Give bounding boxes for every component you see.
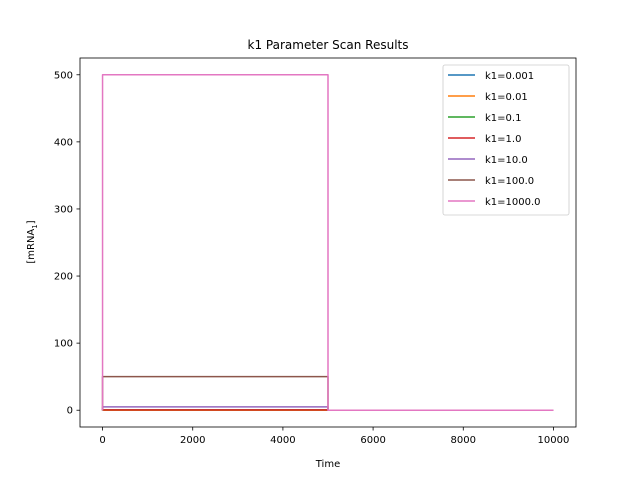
y-tick-label-4: 400 bbox=[54, 137, 73, 148]
x-tick-label-3: 6000 bbox=[360, 435, 385, 446]
y-tick-label-5: 500 bbox=[54, 70, 73, 81]
legend-label-0: k1=0.001 bbox=[485, 71, 534, 82]
y-axis-label-close: ] bbox=[26, 220, 37, 224]
y-axis: 0 100 200 300 400 500 bbox=[54, 70, 80, 417]
legend-label-3: k1=1.0 bbox=[485, 134, 521, 145]
chart-title: k1 Parameter Scan Results bbox=[248, 38, 409, 52]
legend-box bbox=[442, 64, 570, 216]
y-axis-label-subscript: 1 bbox=[31, 224, 39, 228]
legend-label-5: k1=100.0 bbox=[485, 176, 534, 187]
x-axis-label: Time bbox=[315, 459, 340, 470]
x-tick-label-5: 10000 bbox=[538, 435, 570, 446]
x-tick-label-1: 2000 bbox=[180, 435, 205, 446]
x-tick-label-0: 0 bbox=[99, 435, 105, 446]
series-line-6 bbox=[101, 74, 554, 411]
series-layer bbox=[101, 74, 554, 411]
x-axis: 0 2000 4000 6000 8000 10000 bbox=[99, 427, 569, 446]
y-axis-label-main: [mRNA bbox=[26, 229, 37, 264]
legend-label-1: k1=0.01 bbox=[485, 92, 528, 103]
y-axis-label: [mRNA1] bbox=[26, 220, 39, 263]
axes-frame bbox=[79, 57, 577, 428]
y-tick-label-0: 0 bbox=[67, 406, 73, 417]
y-tick-label-3: 300 bbox=[54, 204, 73, 215]
x-tick-label-4: 8000 bbox=[451, 435, 476, 446]
legend-label-4: k1=10.0 bbox=[485, 155, 528, 166]
legend-label-2: k1=0.1 bbox=[485, 113, 521, 124]
y-tick-label-1: 100 bbox=[54, 339, 73, 350]
legend: k1=0.001 k1=0.01 k1=0.1 k1=1.0 k1=10.0 k1=100… bbox=[442, 64, 570, 216]
x-tick-label-2: 4000 bbox=[270, 435, 295, 446]
y-tick-label-2: 200 bbox=[54, 272, 73, 283]
legend-label-6: k1=1000.0 bbox=[485, 197, 541, 208]
